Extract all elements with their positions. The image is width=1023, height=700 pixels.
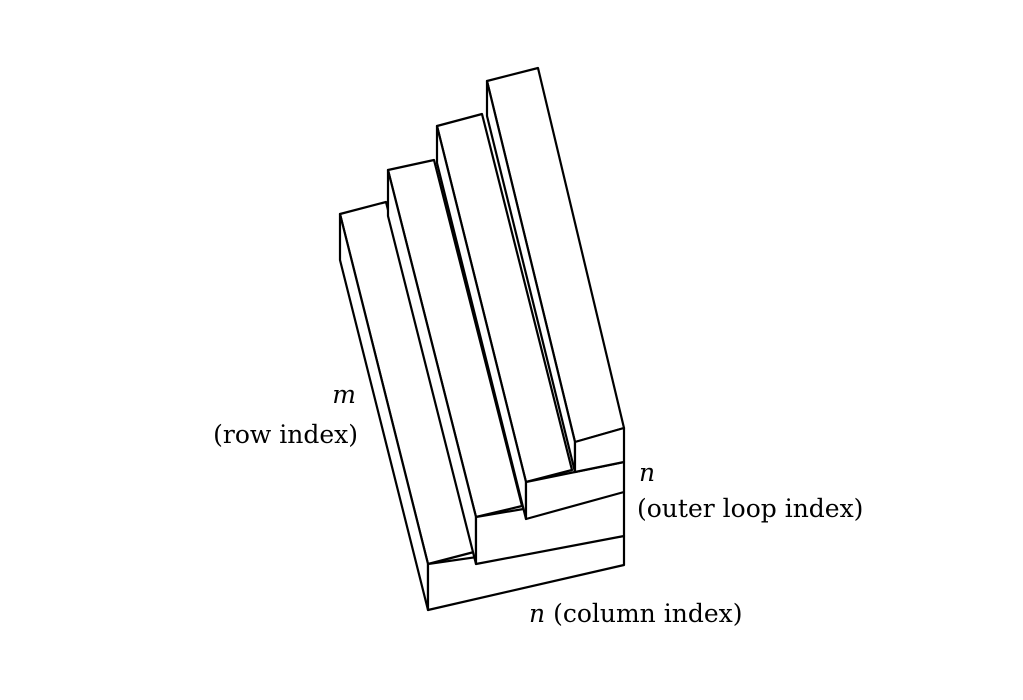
column-4: [485, 66, 626, 474]
column-index-variable: n: [529, 599, 546, 628]
row-index-variable-label: m: [332, 380, 356, 409]
column-4-front-face: [573, 426, 626, 474]
outer-loop-index-label: (outer loop index): [637, 494, 864, 523]
column-index-label: n (column index): [529, 599, 742, 629]
column-3: [435, 112, 626, 521]
column-index-text: (column index): [553, 599, 743, 628]
row-index-label: (row index): [213, 420, 358, 449]
outer-loop-variable-label: n: [639, 458, 656, 487]
